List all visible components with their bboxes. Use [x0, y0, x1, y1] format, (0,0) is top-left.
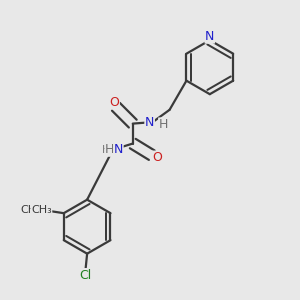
Text: O: O [152, 151, 162, 164]
Text: CH₃: CH₃ [21, 205, 41, 214]
Text: H: H [159, 119, 168, 130]
Text: N: N [145, 116, 154, 129]
Text: H: H [159, 118, 168, 131]
Text: Cl: Cl [80, 268, 92, 282]
Text: H: H [105, 143, 114, 156]
Text: O: O [110, 96, 119, 109]
Text: O: O [152, 151, 162, 164]
Text: CH₃: CH₃ [31, 205, 52, 214]
Text: H: H [101, 145, 110, 155]
Text: N: N [145, 116, 154, 129]
Text: N: N [205, 30, 214, 43]
Text: O: O [110, 96, 119, 109]
Text: Cl: Cl [80, 268, 92, 282]
Text: N: N [114, 143, 123, 156]
Text: N: N [205, 30, 214, 43]
Text: N: N [114, 143, 123, 156]
